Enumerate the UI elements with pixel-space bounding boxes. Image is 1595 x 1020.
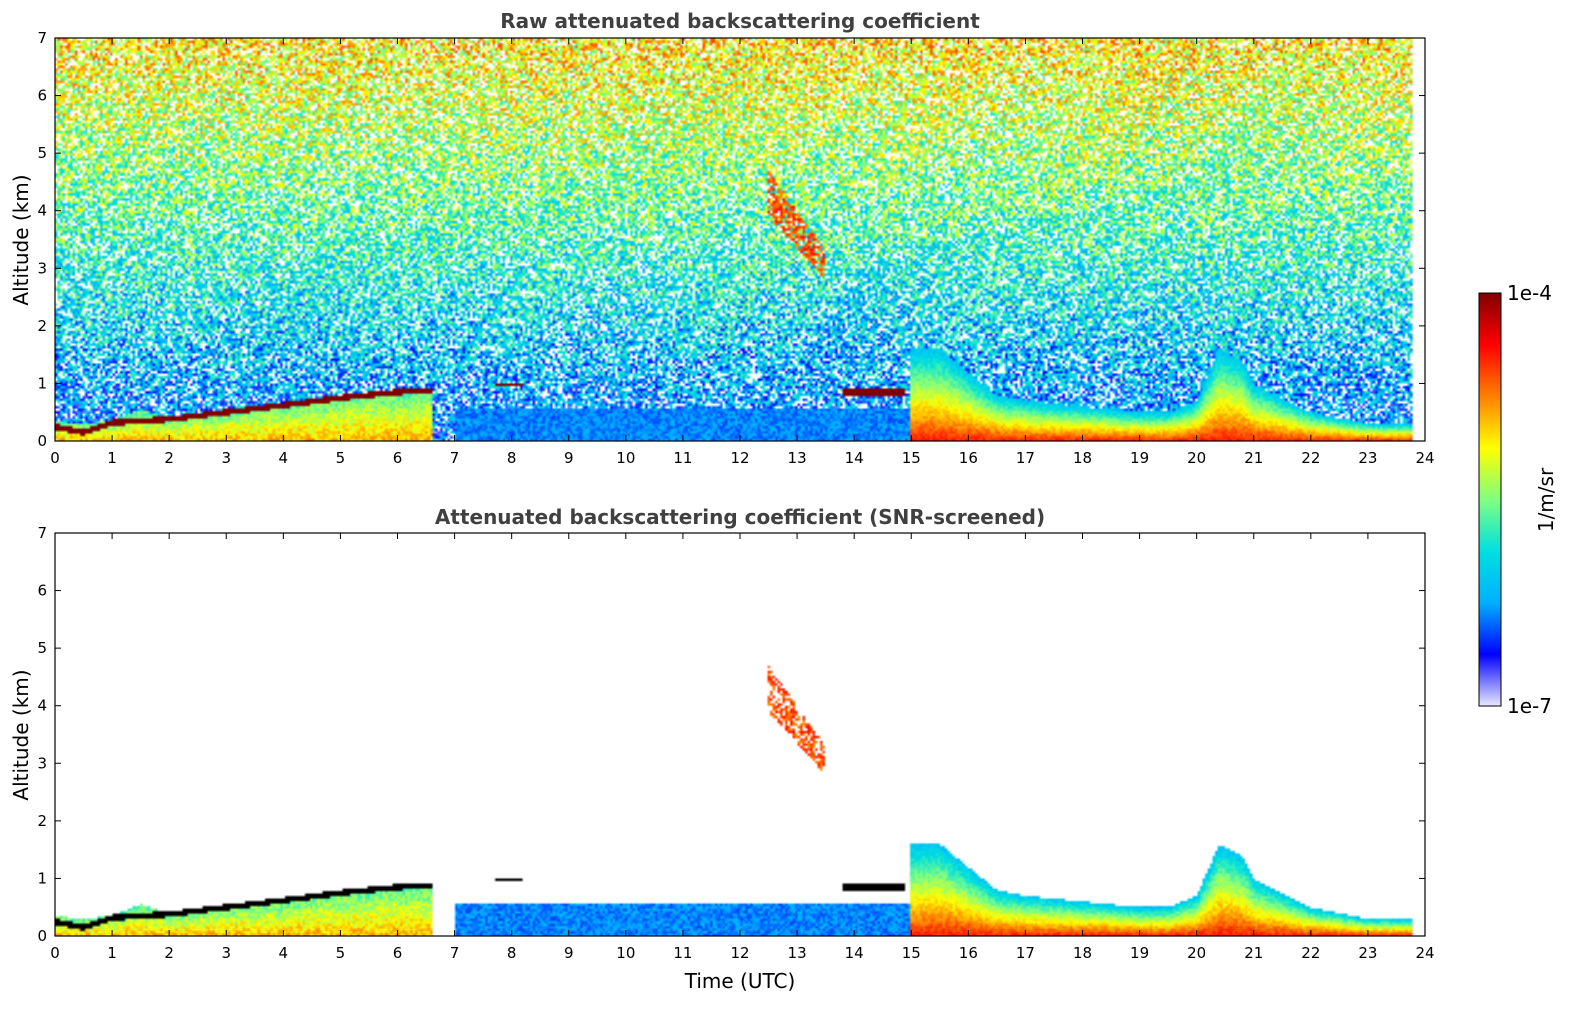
- x-tick-label: 22: [1301, 449, 1320, 467]
- x-tick-label: 20: [1187, 944, 1206, 962]
- x-tick-label: 11: [673, 449, 692, 467]
- x-tick-label: 9: [564, 944, 574, 962]
- x-tick-label: 22: [1301, 944, 1320, 962]
- x-tick-label: 19: [1130, 449, 1149, 467]
- panel1-title: Raw attenuated backscattering coefficien…: [500, 9, 980, 33]
- x-tick-label: 18: [1073, 449, 1092, 467]
- y-tick-label: 5: [37, 144, 47, 162]
- y-tick-label: 3: [37, 259, 47, 277]
- colorbar: [1478, 292, 1502, 707]
- x-tick-label: 3: [221, 944, 231, 962]
- y-tick-label: 2: [37, 317, 47, 335]
- x-tick-label: 15: [902, 944, 921, 962]
- colorbar-max-label: 1e-4: [1507, 281, 1552, 305]
- x-tick-label: 23: [1358, 944, 1377, 962]
- x-tick-label: 10: [616, 449, 635, 467]
- x-tick-label: 6: [393, 449, 403, 467]
- panel2-ylabel: Altitude (km): [9, 669, 33, 800]
- x-tick-label: 19: [1130, 944, 1149, 962]
- x-tick-label: 16: [959, 449, 978, 467]
- x-tick-label: 7: [450, 449, 460, 467]
- panel2-heatmap: [55, 533, 1425, 936]
- y-tick-label: 7: [37, 29, 47, 47]
- x-tick-label: 4: [279, 449, 289, 467]
- x-tick-label: 17: [1016, 449, 1035, 467]
- y-tick-label: 6: [37, 582, 47, 600]
- x-tick-label: 8: [507, 944, 517, 962]
- panel1-plot: 0 1 2 3 4 5 6 7 8 9 10 11 12 13 14 15 16 17 18 19 20 21 22 23 24…: [37, 29, 1434, 467]
- panel2-title: Attenuated backscattering coefficient (S…: [435, 505, 1045, 529]
- colorbar-min-label: 1e-7: [1507, 694, 1552, 718]
- x-tick-label: 12: [730, 449, 749, 467]
- y-tick-label: 4: [37, 202, 47, 220]
- y-tick-label: 1: [37, 869, 47, 887]
- x-tick-label: 11: [673, 944, 692, 962]
- y-tick-label: 0: [37, 927, 47, 945]
- colorbar-label: 1/m/sr: [1534, 467, 1558, 532]
- y-tick-label: 3: [37, 754, 47, 772]
- x-tick-label: 7: [450, 944, 460, 962]
- x-tick-label: 21: [1244, 449, 1263, 467]
- y-tick-label: 6: [37, 87, 47, 105]
- x-tick-label: 9: [564, 449, 574, 467]
- x-tick-label: 15: [902, 449, 921, 467]
- x-tick-label: 23: [1358, 449, 1377, 467]
- panel2-xlabel: Time (UTC): [684, 969, 796, 993]
- x-tick-label: 2: [164, 944, 174, 962]
- panel1-ticks: 0 1 2 3 4 5 6 7 8 9 10 11 12 13 14 15 16 17 18 19 20 21 22 23 24…: [37, 29, 1434, 467]
- x-tick-label: 12: [730, 944, 749, 962]
- x-tick-label: 2: [164, 449, 174, 467]
- y-tick-label: 0: [37, 432, 47, 450]
- x-tick-label: 3: [221, 449, 231, 467]
- x-tick-label: 24: [1415, 944, 1434, 962]
- x-tick-label: 8: [507, 449, 517, 467]
- x-tick-label: 13: [788, 449, 807, 467]
- x-tick-label: 1: [107, 944, 117, 962]
- panel1-ylabel: Altitude (km): [9, 174, 33, 305]
- x-tick-label: 6: [393, 944, 403, 962]
- x-tick-label: 4: [279, 944, 289, 962]
- panel2-ticks: 0 1 2 3 4 5 6 7 8 9 10 11 12 13 14 15 16 17 18 19 20 21 22 23 24…: [37, 524, 1434, 962]
- x-tick-label: 16: [959, 944, 978, 962]
- x-tick-label: 0: [50, 944, 60, 962]
- y-tick-label: 5: [37, 639, 47, 657]
- x-tick-label: 5: [336, 449, 346, 467]
- x-tick-label: 21: [1244, 944, 1263, 962]
- x-tick-label: 10: [616, 944, 635, 962]
- x-tick-label: 0: [50, 449, 60, 467]
- panel2-plot: 0 1 2 3 4 5 6 7 8 9 10 11 12 13 14 15 16 17 18 19 20 21 22 23 24…: [37, 524, 1434, 962]
- x-tick-label: 18: [1073, 944, 1092, 962]
- x-tick-label: 20: [1187, 449, 1206, 467]
- x-tick-label: 24: [1415, 449, 1434, 467]
- x-tick-label: 17: [1016, 944, 1035, 962]
- y-tick-label: 1: [37, 374, 47, 392]
- x-tick-label: 14: [845, 449, 864, 467]
- y-tick-label: 4: [37, 697, 47, 715]
- y-tick-label: 2: [37, 812, 47, 830]
- x-tick-label: 13: [788, 944, 807, 962]
- x-tick-label: 1: [107, 449, 117, 467]
- panel1-heatmap: [55, 38, 1425, 441]
- x-tick-label: 14: [845, 944, 864, 962]
- y-tick-label: 7: [37, 524, 47, 542]
- x-tick-label: 5: [336, 944, 346, 962]
